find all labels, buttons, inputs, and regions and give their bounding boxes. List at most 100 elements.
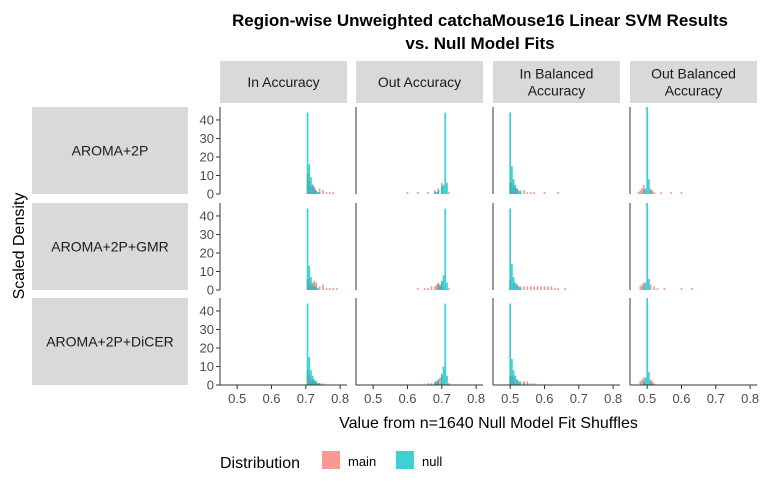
bar-main-0-1-4 — [416, 192, 419, 194]
bar-null-1-0-5 — [315, 286, 317, 290]
col-strip-label-0-0: In Accuracy — [247, 74, 319, 90]
x-tick-label-3-3: 0.8 — [741, 391, 759, 406]
bar-null-2-3-4 — [649, 381, 652, 385]
legend-label-null: null — [422, 454, 442, 469]
y-tick-label-0-4: 40 — [200, 112, 214, 127]
bar-null-2-1-5 — [435, 381, 438, 385]
bar-null-2-2-5 — [517, 381, 520, 385]
bar-null-0-3-4 — [649, 190, 652, 194]
bar-main-1-1-9 — [447, 288, 450, 290]
bar-null-2-0-4 — [313, 379, 316, 385]
bar-null-2-0-7 — [318, 383, 321, 385]
legend-title: Distribution — [220, 455, 300, 472]
bar-main-2-3-2 — [639, 381, 642, 385]
bar-main-0-0-10 — [332, 192, 335, 194]
bar-null-0-0-5 — [315, 190, 317, 194]
bar-main-2-1-6 — [427, 383, 429, 385]
bar-null-2-0-2 — [310, 370, 312, 385]
y-tick-label-2-1: 10 — [200, 359, 214, 374]
bar-main-1-0-8 — [325, 288, 328, 290]
y-axis-title: Scaled Density — [11, 193, 28, 300]
bar-null-1-3-0 — [644, 282, 647, 290]
bar-main-2-2-7 — [529, 383, 532, 385]
bar-null-1-2-6 — [519, 288, 522, 290]
bar-null-2-1-1 — [442, 366, 445, 385]
bar-main-1-0-11 — [335, 288, 338, 290]
bar-main-2-3-4 — [651, 381, 654, 385]
bar-null-1-2-3 — [514, 282, 517, 290]
bar-null-2-0-5 — [315, 381, 317, 385]
col-strip-label-2-0: In Balanced — [520, 66, 594, 82]
x-tick-label-3-0: 0.5 — [638, 391, 656, 406]
bar-main-0-0-7 — [322, 190, 324, 194]
bar-main-0-1-3 — [427, 192, 429, 194]
bar-null-2-1-2 — [444, 303, 447, 385]
x-tick-label-1-0: 0.5 — [364, 391, 382, 406]
chart-title-line-2: vs. Null Model Fits — [405, 34, 554, 53]
bar-null-1-2-1 — [511, 264, 513, 290]
bar-null-0-0-0 — [306, 112, 309, 194]
bar-null-1-2-4 — [516, 284, 518, 290]
row-strip-label-2: AROMA+2P+DiCER — [46, 334, 174, 350]
y-tick-label-1-3: 30 — [200, 227, 214, 242]
bar-main-0-1-6 — [447, 192, 450, 194]
bar-null-0-1-0 — [440, 186, 443, 194]
bar-main-1-2-10 — [543, 286, 546, 290]
bar-main-1-2-11 — [547, 286, 549, 290]
bar-main-0-0-8 — [325, 192, 328, 194]
bar-null-1-0-3 — [311, 284, 314, 290]
bar-main-1-0-4 — [313, 280, 316, 290]
bar-null-1-1-2 — [444, 208, 447, 290]
bar-main-1-3-1 — [641, 284, 643, 290]
bar-main-1-3-4 — [653, 286, 655, 290]
x-tick-label-0-3: 0.8 — [331, 391, 349, 406]
chart-title-line-1: Region-wise Unweighted catchaMouse16 Lin… — [232, 11, 728, 30]
bar-null-0-0-2 — [310, 177, 312, 194]
bar-null-2-3-2 — [648, 372, 650, 385]
y-tick-label-1-0: 0 — [207, 283, 214, 298]
bar-null-1-1-5 — [439, 286, 441, 290]
x-tick-label-1-2: 0.7 — [433, 391, 451, 406]
bar-null-2-2-6 — [519, 383, 522, 385]
bar-main-0-0-6 — [318, 188, 321, 194]
bar-main-0-2-10 — [543, 192, 546, 194]
bar-null-1-1-3 — [446, 282, 448, 290]
bar-null-1-3-3 — [642, 286, 645, 290]
y-tick-label-2-2: 20 — [200, 340, 214, 355]
x-tick-label-2-0: 0.5 — [501, 391, 519, 406]
bar-null-0-1-3 — [446, 182, 448, 194]
bar-null-2-3-3 — [642, 381, 645, 385]
bar-main-0-3-0 — [642, 184, 645, 194]
bar-main-0-2-11 — [557, 192, 560, 194]
col-strip-label-3-0: Out Balanced — [651, 66, 736, 82]
bar-main-0-3-8 — [670, 192, 673, 194]
bar-main-1-3-3 — [649, 284, 652, 290]
col-strip-0 — [220, 61, 347, 103]
bar-main-1-0-9 — [328, 288, 331, 290]
x-tick-label-2-2: 0.7 — [570, 391, 588, 406]
bar-main-1-3-7 — [680, 288, 683, 290]
bar-main-2-1-5 — [430, 383, 433, 385]
bar-main-2-2-8 — [533, 383, 536, 385]
x-tick-label-1-1: 0.6 — [398, 391, 416, 406]
bar-main-0-3-3 — [637, 192, 640, 194]
bar-main-1-1-7 — [423, 288, 426, 290]
bar-null-2-1-6 — [434, 383, 436, 385]
bar-null-0-2-6 — [519, 192, 522, 194]
bar-main-1-2-4 — [523, 286, 525, 290]
bar-null-1-1-1 — [442, 275, 445, 290]
bar-main-2-1-7 — [447, 383, 450, 385]
y-tick-label-1-2: 20 — [200, 245, 214, 260]
col-strip-3 — [630, 61, 757, 103]
bar-main-0-3-7 — [660, 192, 662, 194]
bar-main-0-3-1 — [641, 188, 643, 194]
row-strip-0 — [32, 107, 188, 194]
bar-main-0-2-8 — [529, 192, 532, 194]
bar-null-0-0-1 — [308, 164, 311, 194]
y-tick-label-2-4: 40 — [200, 303, 214, 318]
x-tick-label-3-1: 0.6 — [672, 391, 690, 406]
legend-swatch-null — [396, 451, 414, 469]
bar-null-1-1-0 — [440, 280, 443, 290]
bar-null-1-0-0 — [306, 208, 309, 290]
bar-null-1-2-5 — [517, 286, 520, 290]
